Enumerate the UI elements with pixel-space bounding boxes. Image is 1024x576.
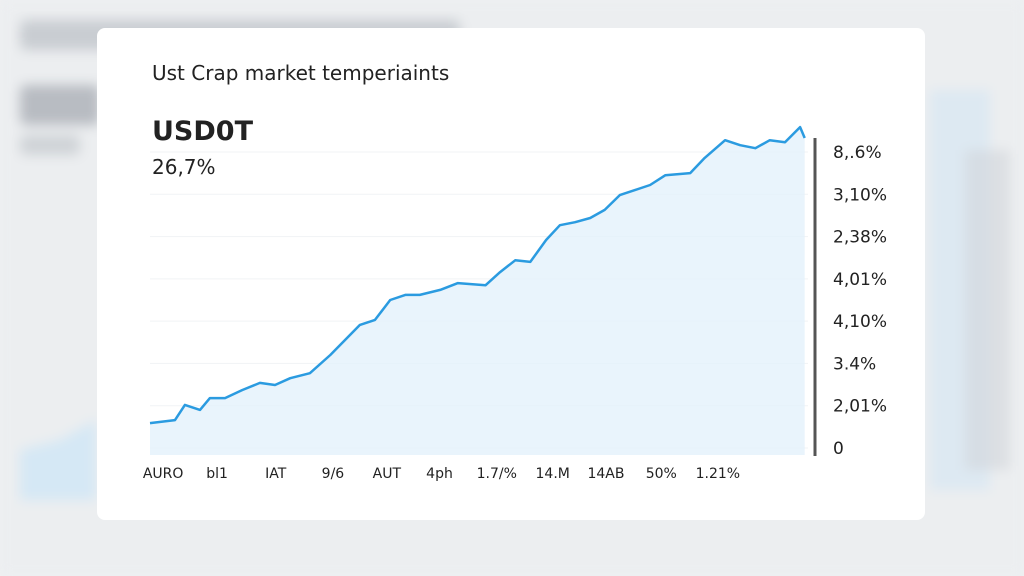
y-tick-label: 0 (833, 439, 844, 459)
x-tick-label: IAT (265, 466, 287, 482)
x-tick-label: 4ph (426, 466, 453, 482)
bg-block (965, 150, 1010, 470)
y-tick-label: 2,38% (833, 228, 887, 248)
y-tick-label: 3.4% (833, 354, 876, 374)
bg-block (20, 135, 80, 155)
x-tick-label: 1.21% (696, 466, 740, 482)
chart-title: Ust Crap market temperiaints (152, 61, 449, 85)
y-tick-label: 4,10% (833, 312, 887, 332)
x-tick-label: AUT (373, 466, 402, 482)
bg-area (20, 420, 96, 500)
x-tick-label: 14.M (536, 466, 570, 482)
bg-block (20, 85, 100, 125)
ticker: USD0T (152, 116, 254, 147)
line (149, 125, 806, 425)
y-tick-label: 4,01% (833, 270, 887, 290)
y-tick-label: 8,.6% (833, 143, 882, 163)
change-value: 26,7% (152, 155, 216, 179)
x-tick-label: 50% (646, 466, 677, 482)
x-tick-label: 14AB (587, 466, 624, 482)
y-tick-label: 2,01% (833, 397, 887, 417)
x-tick-label: bl1 (206, 466, 228, 482)
x-tick-label: AURO (143, 466, 184, 482)
x-tick-label: 1.7/% (477, 466, 517, 482)
x-tick-label: 9/6 (322, 466, 345, 482)
area-fill (150, 127, 805, 455)
y-tick-label: 3,10% (833, 185, 887, 205)
